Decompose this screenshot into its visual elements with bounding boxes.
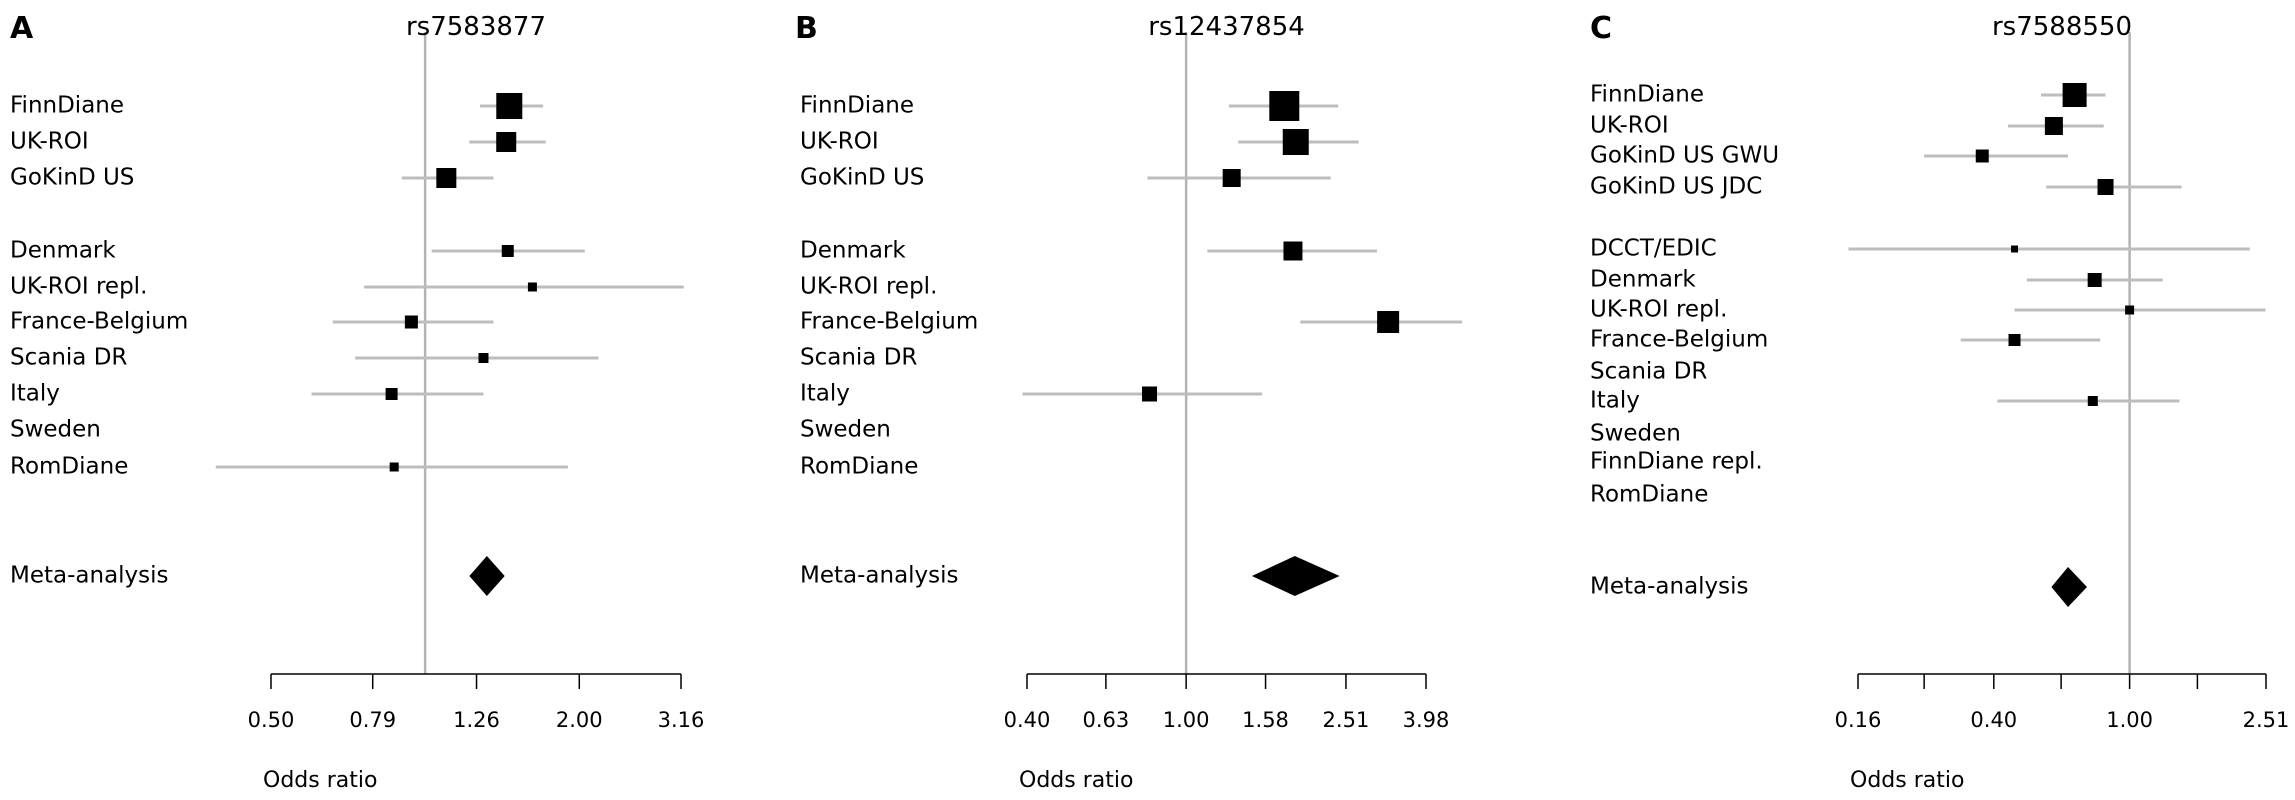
forest-plot-svg (215, 32, 684, 689)
study-label-sweden: Sweden (10, 416, 101, 443)
study-label-scania-dr: Scania DR (10, 344, 128, 371)
study-label-denmark: Denmark (10, 237, 116, 264)
effect-square (2011, 245, 2019, 253)
x-tick-label: 0.16 (1834, 708, 1882, 732)
x-axis-label: Odds ratio (1019, 768, 1134, 793)
effect-square (2087, 396, 2098, 406)
study-label-finndiane-repl: FinnDiane repl. (1590, 448, 1763, 475)
effect-square (1269, 91, 1300, 121)
x-tick-label: 2.51 (2242, 708, 2290, 732)
panel-letter: A (10, 11, 34, 46)
effect-square (1377, 311, 1400, 333)
meta-analysis-label: Meta-analysis (1590, 573, 1749, 600)
forest-plot-svg (1848, 32, 2267, 689)
chart-title: rs12437854 (1148, 12, 1305, 42)
effect-square (1975, 149, 1989, 163)
study-label-uk-roi: UK-ROI (1590, 112, 1669, 139)
study-label-finndiane: FinnDiane (800, 92, 915, 119)
effect-square (1283, 241, 1303, 261)
effect-square (1142, 386, 1158, 402)
study-label-sweden: Sweden (1590, 420, 1681, 447)
effect-square (527, 282, 537, 292)
effect-square (2008, 334, 2021, 346)
effect-square (2097, 179, 2114, 195)
effect-square (2125, 305, 2135, 315)
study-label-gokind-us-jdc: GoKinD US JDC (1590, 173, 1763, 200)
meta-diamond (1251, 556, 1340, 596)
study-label-denmark: Denmark (800, 237, 906, 264)
x-tick-label: 1.58 (1242, 708, 1289, 732)
effect-square (404, 315, 418, 329)
study-label-italy: Italy (800, 380, 850, 407)
x-tick-label: 1.00 (1162, 708, 1210, 732)
study-label-france-belgium: France-Belgium (1590, 326, 1769, 353)
meta-analysis-label: Meta-analysis (10, 562, 169, 589)
x-tick-label: 1.26 (453, 708, 500, 732)
effect-square (496, 93, 523, 119)
x-tick-label: 2.51 (1322, 708, 1370, 732)
effect-square (1222, 169, 1241, 187)
x-tick-label: 0.40 (1970, 708, 2018, 732)
chart-title: rs7588550 (1991, 12, 2133, 42)
forest-plot-svg (1022, 32, 1463, 689)
study-label-uk-roi-repl: UK-ROI repl. (10, 273, 148, 300)
study-label-france-belgium: France-Belgium (10, 308, 189, 335)
x-tick-label: 3.98 (1402, 708, 1450, 732)
effect-square (2062, 83, 2087, 107)
study-label-finndiane: FinnDiane (1590, 81, 1705, 108)
x-tick-label: 0.50 (247, 708, 295, 732)
study-label-romdiane: RomDiane (10, 453, 129, 480)
study-label-denmark: Denmark (1590, 266, 1696, 293)
study-label-gokind-us: GoKinD US (800, 164, 925, 191)
x-tick-label: 3.16 (657, 708, 705, 732)
study-label-gokind-us: GoKinD US (10, 164, 135, 191)
x-tick-label: 0.40 (1003, 708, 1051, 732)
effect-square (1282, 129, 1309, 155)
effect-square (385, 388, 398, 400)
effect-square (496, 132, 517, 152)
study-label-uk-roi-repl: UK-ROI repl. (800, 273, 938, 300)
study-label-dcct-edic: DCCT/EDIC (1590, 235, 1717, 262)
study-label-sweden: Sweden (800, 416, 891, 443)
effect-square (501, 245, 514, 257)
effect-square (2087, 273, 2102, 287)
study-label-italy: Italy (10, 380, 60, 407)
study-label-gokind-us-gwu: GoKinD US GWU (1590, 142, 1780, 169)
x-axis-label: Odds ratio (263, 768, 378, 793)
effect-square (2044, 117, 2063, 135)
study-label-romdiane: RomDiane (800, 453, 919, 480)
study-label-scania-dr: Scania DR (800, 344, 918, 371)
meta-diamond (469, 556, 505, 596)
study-label-uk-roi: UK-ROI (800, 128, 879, 155)
x-tick-label: 0.63 (1082, 708, 1130, 732)
panel-letter: C (1590, 11, 1613, 46)
chart-title: rs7583877 (405, 12, 547, 42)
x-tick-label: 0.79 (349, 708, 397, 732)
study-label-romdiane: RomDiane (1590, 481, 1709, 508)
x-tick-label: 1.00 (2106, 708, 2153, 732)
effect-square (389, 462, 399, 472)
x-tick-label: 2.00 (555, 708, 603, 732)
panel-letter: B (795, 11, 818, 46)
study-label-france-belgium: France-Belgium (800, 308, 979, 335)
effect-square (436, 168, 457, 188)
study-label-uk-roi-repl: UK-ROI repl. (1590, 296, 1728, 323)
study-label-uk-roi: UK-ROI (10, 128, 89, 155)
effect-square (478, 353, 489, 363)
study-label-finndiane: FinnDiane (10, 92, 125, 119)
study-label-scania-dr: Scania DR (1590, 358, 1708, 385)
x-axis-label: Odds ratio (1850, 768, 1965, 793)
meta-diamond (2051, 567, 2087, 607)
meta-analysis-label: Meta-analysis (800, 562, 959, 589)
study-label-italy: Italy (1590, 387, 1640, 414)
